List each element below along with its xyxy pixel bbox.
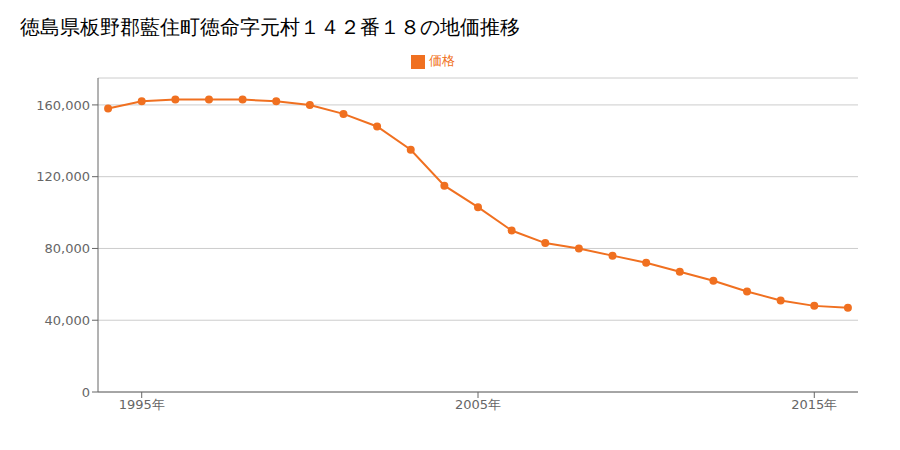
- svg-text:120,000: 120,000: [36, 169, 90, 184]
- html-text:徳島県板野郡藍住町徳命字元村１４２番１８の地価推移: 徳島県板野郡藍住町徳命字元村１４２番１８の地価推移: [20, 15, 520, 39]
- svg-text:1995年: 1995年: [119, 397, 165, 412]
- svg-text:2015年: 2015年: [791, 397, 837, 412]
- svg-text:2005年: 2005年: [455, 397, 501, 412]
- html-text:価格: 価格: [429, 53, 455, 68]
- svg-text:80,000: 80,000: [45, 241, 91, 256]
- svg-text:160,000: 160,000: [36, 98, 90, 113]
- svg-text:40,000: 40,000: [45, 313, 91, 328]
- svg-text:0: 0: [82, 385, 90, 400]
